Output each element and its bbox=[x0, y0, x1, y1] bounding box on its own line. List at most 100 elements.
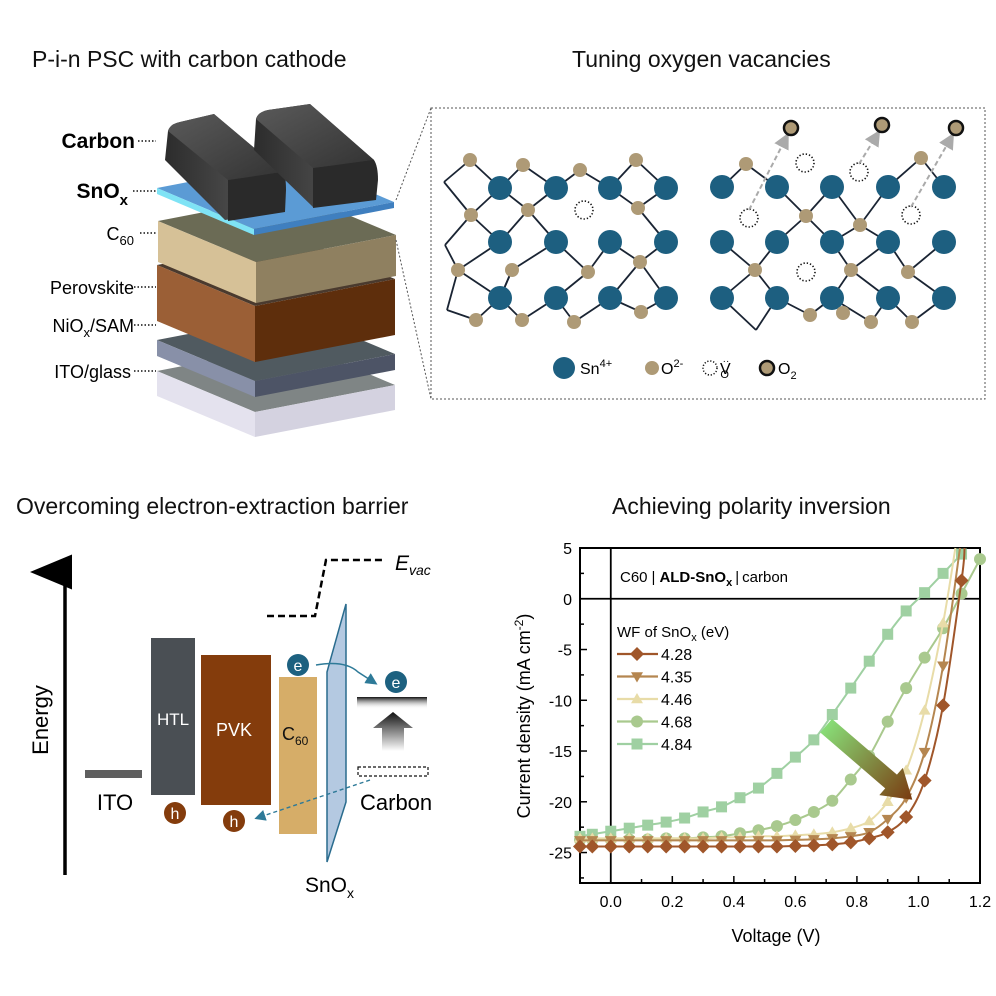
sn-ion bbox=[765, 175, 789, 199]
y-tick-label: -15 bbox=[549, 744, 572, 761]
sn-ion bbox=[710, 230, 734, 254]
ito-level bbox=[85, 770, 142, 778]
sn-ion bbox=[932, 286, 956, 310]
o-ion bbox=[803, 308, 817, 322]
o-ion bbox=[463, 153, 477, 167]
o-ion bbox=[634, 305, 648, 319]
vacancy-icon bbox=[796, 262, 816, 282]
o-ion bbox=[739, 157, 753, 171]
series-4-46 bbox=[574, 547, 957, 843]
data-point bbox=[716, 801, 728, 813]
o-ion bbox=[567, 315, 581, 329]
series-4-84 bbox=[574, 548, 968, 842]
data-point bbox=[770, 820, 783, 833]
data-point bbox=[845, 682, 857, 694]
data-point bbox=[844, 822, 857, 833]
plot-frame bbox=[579, 547, 981, 884]
o-ion bbox=[836, 306, 850, 320]
hole-htl-icon: h bbox=[164, 802, 186, 824]
vacancy-icon bbox=[574, 200, 594, 220]
legend-label: 4.28 bbox=[661, 647, 692, 664]
htl-block bbox=[151, 638, 195, 795]
y-tick-label: -5 bbox=[558, 643, 572, 660]
data-point bbox=[631, 715, 643, 728]
pvk-side-face bbox=[157, 265, 255, 362]
o-ion bbox=[799, 209, 813, 223]
o2-release-arrows bbox=[748, 129, 955, 211]
o2-molecule bbox=[873, 116, 891, 134]
c60-front-face bbox=[256, 235, 396, 303]
data-point bbox=[697, 806, 709, 818]
data-point bbox=[769, 839, 784, 854]
carbon-electrode-left bbox=[165, 114, 286, 221]
hole-recombination-arrow bbox=[254, 779, 371, 821]
sn-ion bbox=[876, 230, 900, 254]
data-point bbox=[751, 839, 766, 854]
data-point bbox=[825, 837, 840, 852]
htl-label: HTL bbox=[157, 710, 189, 729]
data-point bbox=[918, 651, 931, 664]
data-point bbox=[918, 747, 931, 759]
o2-molecule-icon bbox=[758, 359, 776, 377]
electron-carbon-icon: e bbox=[385, 671, 407, 693]
carbon-fermi-level bbox=[357, 697, 427, 709]
energy-axis-label: Energy bbox=[28, 685, 53, 755]
ito-label: ITO bbox=[97, 790, 133, 815]
c60-block bbox=[279, 677, 317, 834]
data-point bbox=[605, 825, 617, 837]
data-point bbox=[862, 831, 877, 846]
ito-front-face bbox=[255, 385, 395, 437]
sn-ion bbox=[654, 230, 678, 254]
sn-ion bbox=[544, 230, 568, 254]
data-point bbox=[807, 805, 820, 818]
legend-title: WF of SnOx (eV) bbox=[617, 624, 729, 644]
label-ito-glass: ITO/glass bbox=[54, 362, 131, 382]
data-point bbox=[937, 567, 949, 579]
series-4-28 bbox=[573, 547, 969, 854]
niox-side-face bbox=[157, 340, 255, 397]
label-snox: SnOx bbox=[76, 180, 128, 209]
carbon-original-level bbox=[357, 766, 429, 777]
x-tick-label: 0.8 bbox=[846, 894, 868, 911]
label-carbon: Carbon bbox=[62, 130, 136, 153]
o-ion bbox=[633, 255, 647, 269]
data-point bbox=[603, 839, 618, 854]
svg-text:e: e bbox=[392, 675, 401, 692]
o-ion bbox=[905, 315, 919, 329]
carbon-electrode-right bbox=[254, 104, 378, 208]
data-point bbox=[918, 704, 931, 715]
data-point bbox=[788, 838, 803, 853]
snox-edge-face bbox=[157, 188, 254, 235]
snox-front-face bbox=[254, 202, 394, 235]
x-tick-label: 0.4 bbox=[723, 894, 745, 911]
data-point bbox=[752, 824, 765, 837]
data-point bbox=[954, 573, 969, 588]
sn-ion bbox=[932, 175, 956, 199]
o-ion bbox=[521, 203, 535, 217]
o-ion bbox=[451, 263, 465, 277]
electron-transfer-arrow bbox=[315, 662, 378, 685]
svg-text:h: h bbox=[171, 806, 180, 823]
sn-ion bbox=[710, 175, 734, 199]
data-point bbox=[631, 693, 643, 704]
data-point bbox=[622, 839, 637, 854]
o2-release-arrow bbox=[910, 132, 955, 208]
sn-ion bbox=[598, 176, 622, 200]
legend-label: 4.46 bbox=[661, 692, 692, 709]
o-ion bbox=[505, 263, 519, 277]
chart-series bbox=[573, 547, 986, 854]
label-c60: C60 bbox=[107, 224, 134, 248]
data-point bbox=[573, 839, 587, 854]
data-point bbox=[863, 815, 876, 826]
o2-molecule bbox=[947, 119, 965, 137]
sn-ion bbox=[820, 286, 844, 310]
data-point bbox=[585, 839, 600, 854]
sn-ion bbox=[654, 286, 678, 310]
data-point bbox=[679, 812, 691, 824]
o-ion bbox=[469, 313, 483, 327]
bond bbox=[443, 181, 472, 216]
vacancy-icon bbox=[849, 162, 869, 182]
